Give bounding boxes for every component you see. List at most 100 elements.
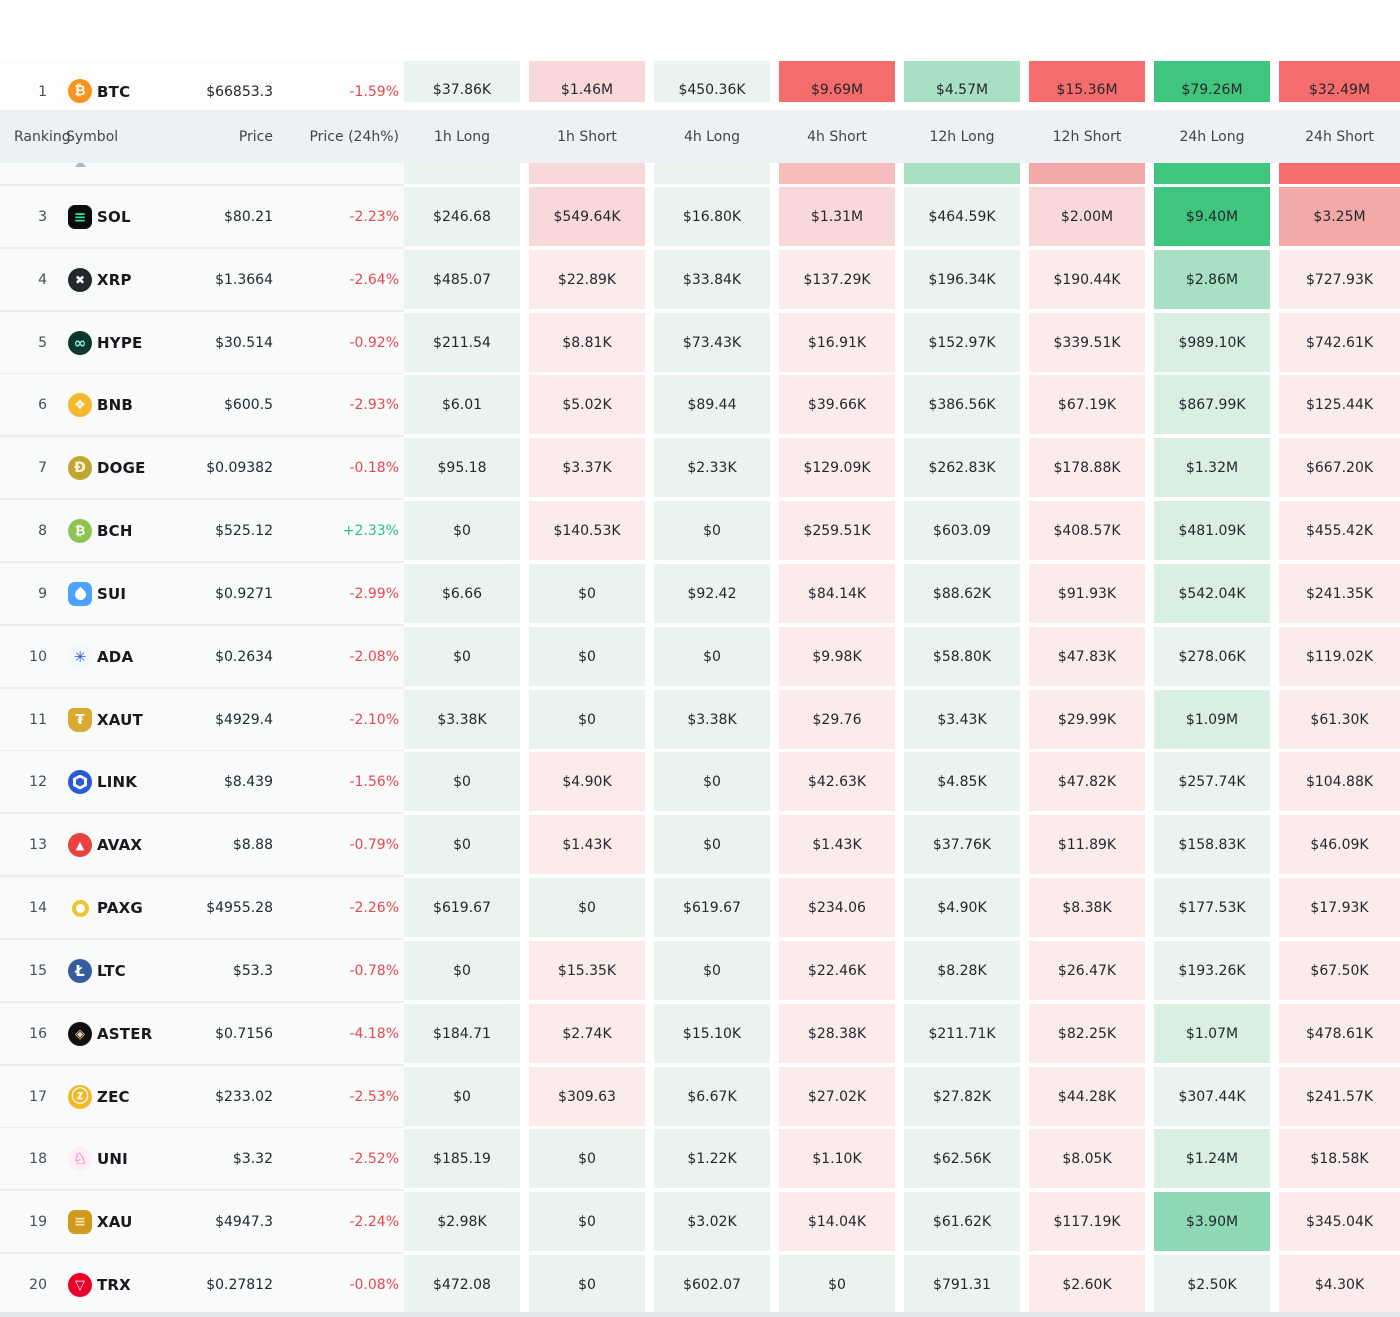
table-row[interactable]: 3 ≡ SOL $80.21 -2.23% $246.68 $549.64K $16.80K $… [0,186,1400,249]
cell-1h-long: $6.66 [404,564,520,623]
cell-24h-long: $1.07M [1154,1004,1270,1063]
price-cell: $80.21 [224,208,273,225]
ranking-number: 13 [29,836,47,853]
cell-1h-long: $485.07 [404,250,520,309]
ltc-icon: Ł [68,959,92,983]
price-change-cell: -2.26% [349,899,399,916]
price-cell: $8.439 [224,773,273,790]
cell-1h-short: $3.37K [529,438,645,497]
price-change-cell: -4.18% [349,1025,399,1042]
table-row[interactable]: 4 ✖ XRP $1.3664 -2.64% $485.07 $22.89K $33.84K $… [0,249,1400,312]
column-header-4h-short[interactable]: 4h Short [807,128,867,145]
cell-12h-short: $67.19K [1029,375,1145,434]
cell-4h-long: $0 [654,501,770,560]
cell-12h-long: $211.71K [904,1004,1020,1063]
table-row[interactable]: 17 ⓩ ZEC $233.02 -2.53% $0 $309.63 $6.67K $27.02… [0,1066,1400,1129]
table-row[interactable]: 16 ◈ ASTER $0.7156 -4.18% $184.71 $2.74K $15.10… [0,1003,1400,1066]
table-row[interactable]: 9 SUI $0.9271 -2.99% $6.66 $0 $92.42 $84.14K $88… [0,563,1400,626]
price-change-cell: -2.52% [349,1150,399,1167]
table-row[interactable]: 19 ≡ XAU $4947.3 -2.24% $2.98K $0 $3.02K $14.04K… [0,1191,1400,1254]
cell-24h-long: $989.10K [1154,313,1270,372]
cell-1h-long: $211.54 [404,313,520,372]
cell-24h-short: $345.04K [1279,1192,1400,1251]
cell-12h-long: $3.43K [904,690,1020,749]
ranking-number: 19 [29,1213,47,1230]
bnb-icon: ❖ [68,393,92,417]
column-header-1h-short[interactable]: 1h Short [557,128,617,145]
cell-1h-short: $5.02K [529,375,645,434]
cell-4h-long: $0 [654,815,770,874]
cell-1h-long: $184.71 [404,1004,520,1063]
price-cell: $3.32 [232,1150,273,1167]
column-header-price[interactable]: Price [238,128,273,145]
table-row[interactable]: 13 ▲ AVAX $8.88 -0.79% $0 $1.43K $0 $1.43K $37.76… [0,814,1400,877]
table-row[interactable]: 10 ✳ ADA $0.2634 -2.08% $0 $0 $0 $9.98K $58.80K $4… [0,626,1400,689]
cell-12h-short: $29.99K [1029,690,1145,749]
cell-1h-long: $37.86K [404,61,520,102]
row-left-section: 10 ✳ ADA $0.2634 -2.08% [0,626,404,689]
cell-12h-long: $464.59K [904,187,1020,246]
ranking-number: 20 [29,1276,47,1293]
pinned-row-btc[interactable]: 1 ₿ BTC $66853.3 -1.59% $37.86K $1.46M $450.36K… [0,60,1400,123]
doge-icon: Ð [68,456,92,480]
table-row[interactable]: 11 ₮ XAUT $4929.4 -2.10% $3.38K $0 $3.38K $29.76… [0,689,1400,752]
table-row[interactable]: 14 PAXG $4955.28 -2.26% $619.67 $0 $619.67 $234… [0,877,1400,940]
cell-4h-long: $2.33K [654,438,770,497]
cell-4h-short: $39.66K [779,375,895,434]
cell-12h-long: $4.85K [904,752,1020,811]
symbol-label: ZEC [97,1087,130,1106]
table-row[interactable]: 12 LINK $8.439 -1.56% $0 $4.90K $0 $42.63K $4.85… [0,751,1400,814]
price-change-cell: -0.18% [349,459,399,476]
ranking-number: 5 [38,334,47,351]
cell-1h-long: $619.67 [404,878,520,937]
row-left-section: 5 ∞ HYPE $30.514 -0.92% [0,312,404,375]
ranking-number: 16 [29,1025,47,1042]
cell-1h-long: $0 [404,941,520,1000]
cell-24h-long: $867.99K [1154,375,1270,434]
column-header-24h-short[interactable]: 24h Short [1305,128,1374,145]
cell-4h-long: $16.80K [654,187,770,246]
column-header-price-24h[interactable]: Price (24h%) [309,128,399,145]
cell-4h-long: $15.10K [654,1004,770,1063]
table-row[interactable]: 5 ∞ HYPE $30.514 -0.92% $211.54 $8.81K $73.43K $… [0,312,1400,375]
cell-4h-long: $1.22K [654,1129,770,1188]
cell-4h-short: $137.29K [779,250,895,309]
table-row[interactable]: 20 ▽ TRX $0.27812 -0.08% $472.08 $0 $602.07 $0 $7… [0,1254,1400,1317]
cell-4h-short: $14.04K [779,1192,895,1251]
cell-12h-short: $26.47K [1029,941,1145,1000]
column-header-12h-long[interactable]: 12h Long [929,128,995,145]
sui-icon [68,582,92,606]
cell-12h-long: $4.90K [904,878,1020,937]
cell-12h-long: $603.09 [904,501,1020,560]
cell-1h-long: $0 [404,627,520,686]
symbol-label: ADA [97,647,134,666]
column-header-4h-long[interactable]: 4h Long [683,128,741,145]
price-change-cell: -0.79% [349,836,399,853]
column-header-12h-short[interactable]: 12h Short [1052,128,1122,145]
eth-icon-peek [75,160,86,167]
column-header-24h-long[interactable]: 24h Long [1179,128,1245,145]
cell-12h-short: $8.05K [1029,1129,1145,1188]
table-row[interactable]: 6 ❖ BNB $600.5 -2.93% $6.01 $5.02K $89.44 $39.66… [0,374,1400,437]
cell-4h-short: $9.98K [779,627,895,686]
column-header-symbol[interactable]: Symbol [66,128,119,145]
xrp-icon: ✖ [68,268,92,292]
xau-icon: ≡ [68,1210,92,1234]
table-row[interactable]: 18 ♘ UNI $3.32 -2.52% $185.19 $0 $1.22K $1.10K $6… [0,1128,1400,1191]
link-icon [68,770,92,794]
cell-4h-short: $22.46K [779,941,895,1000]
table-row[interactable]: 15 Ł LTC $53.3 -0.78% $0 $15.35K $0 $22.46K $8.28… [0,940,1400,1003]
table-row[interactable]: 7 Ð DOGE $0.09382 -0.18% $95.18 $3.37K $2.33K $1… [0,437,1400,500]
symbol-label: XRP [97,270,132,289]
table-row[interactable]: 8 ₿ BCH $525.12 +2.33% $0 $140.53K $0 $259.51K $6… [0,500,1400,563]
table-header-row: Ranking Symbol Price Price (24h%) 1h Lon… [0,110,1400,163]
column-header-ranking[interactable]: Ranking [14,128,71,145]
cell-24h-short: $61.30K [1279,690,1400,749]
cell-24h-short: $4.30K [1279,1255,1400,1314]
cell-1h-long: $0 [404,815,520,874]
cell-4h-long: $0 [654,941,770,1000]
cell-4h-long: $450.36K [654,61,770,102]
column-header-1h-long[interactable]: 1h Long [433,128,491,145]
xaut-icon: ₮ [68,708,92,732]
cell-12h-short: $190.44K [1029,250,1145,309]
